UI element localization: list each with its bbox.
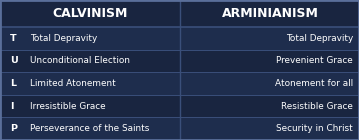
Text: I: I <box>10 102 14 111</box>
Bar <box>0 50 180 72</box>
Text: Unconditional Election: Unconditional Election <box>30 56 130 65</box>
Text: CALVINISM: CALVINISM <box>52 7 128 20</box>
Text: T: T <box>10 34 17 43</box>
Text: Total Depravity: Total Depravity <box>30 34 97 43</box>
Bar <box>180 117 359 140</box>
Text: Resistible Grace: Resistible Grace <box>281 102 353 111</box>
Bar <box>180 95 359 117</box>
Text: P: P <box>10 124 17 133</box>
Text: ARMINIANISM: ARMINIANISM <box>222 7 318 20</box>
Bar <box>180 72 359 95</box>
Bar <box>180 27 359 50</box>
Text: Irresistible Grace: Irresistible Grace <box>30 102 106 111</box>
Bar <box>0 117 180 140</box>
Text: Security in Christ: Security in Christ <box>276 124 353 133</box>
Bar <box>0 27 180 50</box>
Text: Prevenient Grace: Prevenient Grace <box>276 56 353 65</box>
Text: Total Depravity: Total Depravity <box>286 34 353 43</box>
Text: Limited Atonement: Limited Atonement <box>30 79 116 88</box>
Bar <box>0 72 180 95</box>
Text: U: U <box>10 56 18 65</box>
Bar <box>0 0 359 27</box>
Text: Atonement for all: Atonement for all <box>275 79 353 88</box>
Text: L: L <box>10 79 16 88</box>
Bar <box>0 95 180 117</box>
Bar <box>180 50 359 72</box>
Text: Perseverance of the Saints: Perseverance of the Saints <box>30 124 149 133</box>
